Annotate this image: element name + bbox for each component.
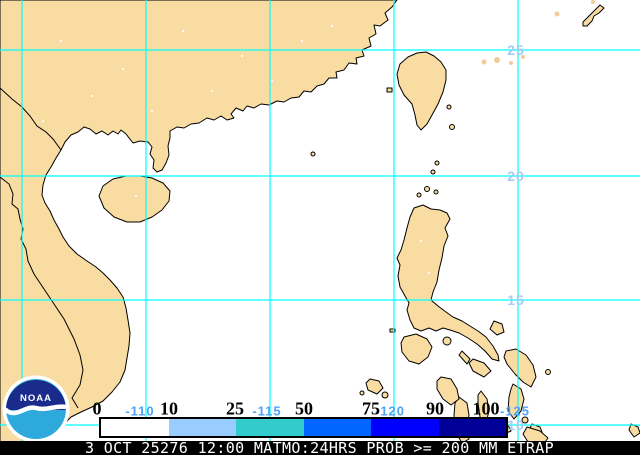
colorbar-tick-label: 25 — [226, 398, 244, 419]
latitude-grid-label: 10 — [507, 417, 525, 433]
colorbar-segment — [101, 419, 169, 436]
noaa-logo: NOAA — [2, 375, 70, 443]
longitude-grid-label: -125 — [499, 403, 531, 419]
longitude-grid-label: -115 — [252, 403, 282, 419]
longitude-grid-label: -120 — [374, 403, 406, 419]
logo-text: NOAA — [20, 393, 52, 404]
latitude-grid-label: 20 — [507, 168, 525, 184]
colorbar-segment — [168, 419, 236, 436]
latitude-grid-label: 25 — [507, 42, 525, 58]
islands-minor — [310, 87, 393, 157]
colorbar-segment — [236, 419, 304, 436]
status-text: 3 OCT 25276 12:00 MATMO:24HRS PROB >= 20… — [85, 439, 555, 455]
colorbar-tick-label: 75 — [362, 398, 380, 419]
island-hainan — [98, 175, 171, 223]
colorbar-tick-label: 90 — [426, 398, 444, 419]
colorbar-tick-label: 50 — [295, 398, 313, 419]
longitude-grid-label: -110 — [125, 403, 155, 419]
landmass-mainland-asia — [0, 0, 398, 455]
seagull-icon — [3, 404, 69, 416]
colorbar-segment — [371, 419, 439, 436]
island-okinawa — [582, 4, 605, 27]
colorbar — [99, 417, 508, 438]
colorbar-tick-label: 100 — [472, 398, 500, 419]
colorbar-segment — [438, 419, 506, 436]
latitude-grid-label: 15 — [507, 292, 525, 308]
land-speckle-noise — [42, 25, 430, 274]
colorbar-tick-label: 10 — [160, 398, 178, 419]
colorbar-tick-label: 0 — [92, 398, 102, 419]
logo-sky — [6, 380, 66, 410]
island-taiwan — [396, 51, 447, 131]
colorbar-segment — [303, 419, 371, 436]
islands-philippines — [359, 104, 640, 444]
status-bar: 3 OCT 25276 12:00 MATMO:24HRS PROB >= 20… — [0, 441, 640, 455]
country-borders — [0, 87, 84, 409]
islet-specks — [481, 0, 595, 65]
